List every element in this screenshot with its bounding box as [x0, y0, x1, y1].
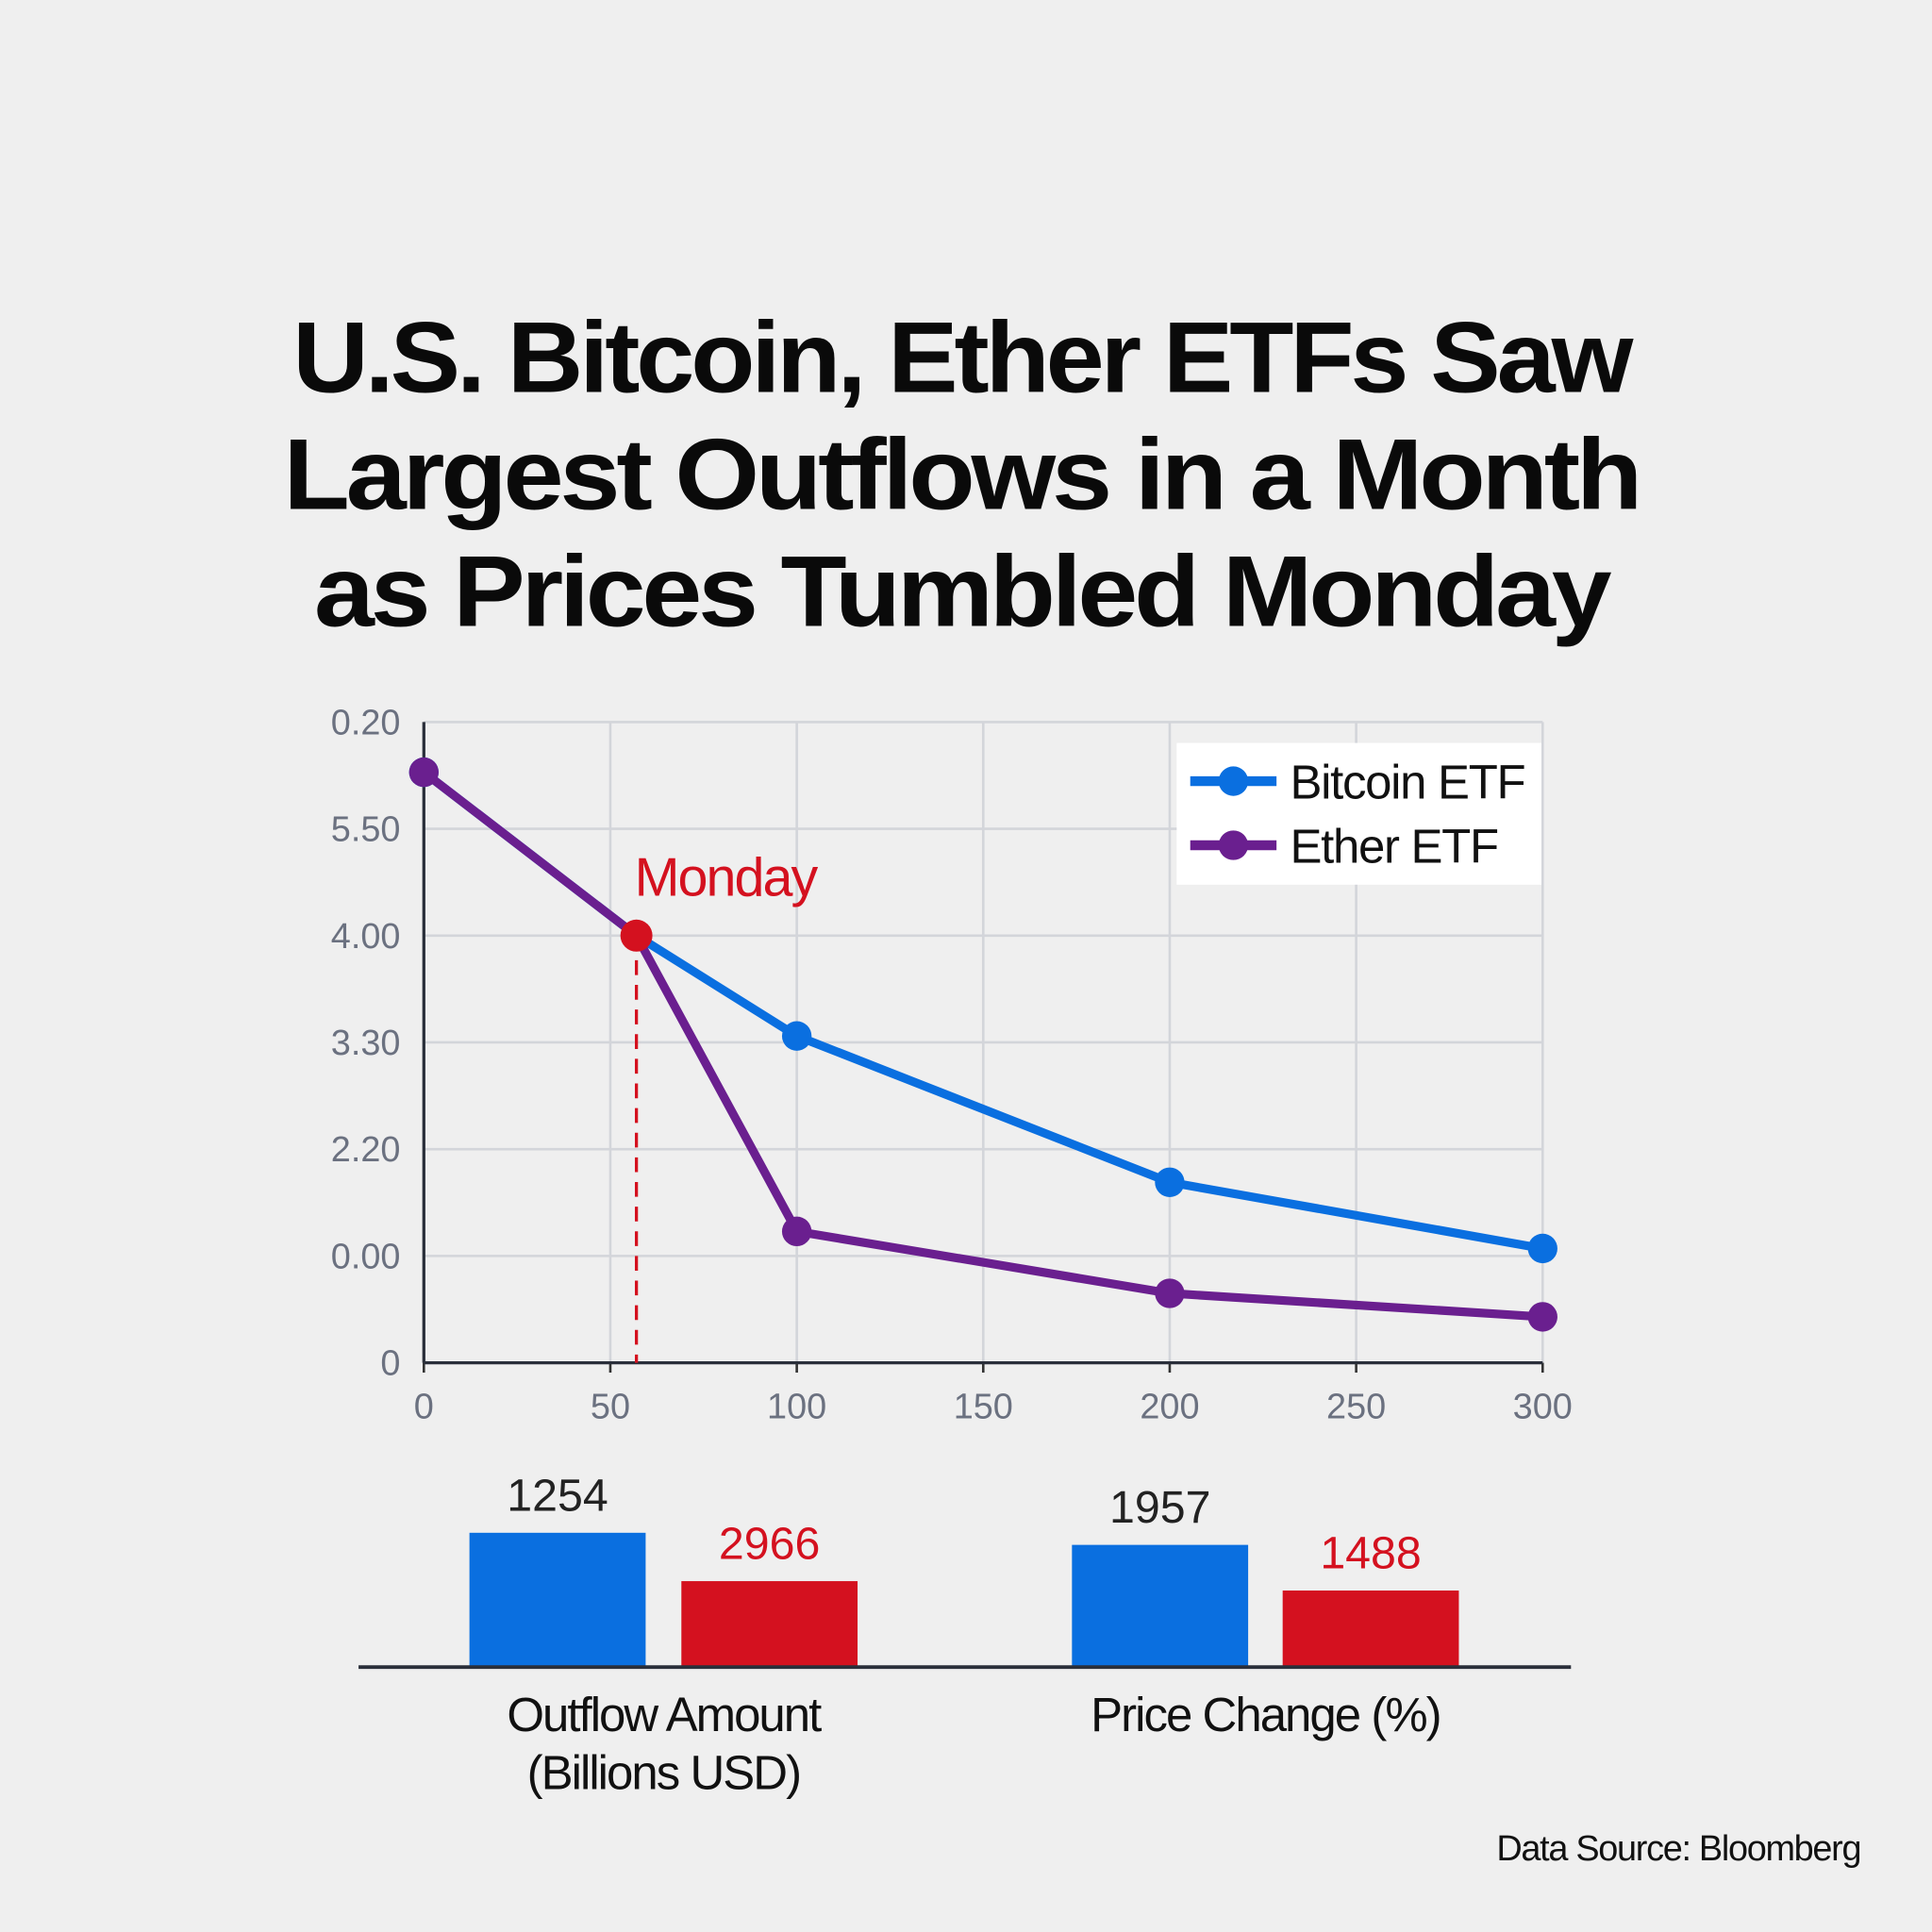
- bar-group-label: Outflow Amount: [507, 1688, 822, 1741]
- y-tick-label: 0.20: [331, 703, 401, 742]
- bar: [681, 1581, 858, 1668]
- bitcoin-data-point: [1155, 1167, 1185, 1197]
- bitcoin-data-point: [781, 1021, 812, 1051]
- x-tick-label: 100: [767, 1387, 826, 1426]
- bar-value-label: 2966: [719, 1519, 820, 1570]
- title-line-1: U.S. Bitcoin, Ether ETFs Saw: [292, 300, 1634, 413]
- monday-point: [620, 919, 653, 952]
- legend-swatch-dot: [1218, 766, 1249, 796]
- y-tick-label: 2.20: [331, 1130, 401, 1170]
- monday-annotation: Monday: [635, 848, 819, 908]
- bar-group-label: Price Change (%): [1091, 1688, 1441, 1741]
- y-tick-label: 3.30: [331, 1024, 401, 1063]
- bar: [1072, 1544, 1249, 1668]
- title-line-3: as Prices Tumbled Monday: [314, 535, 1611, 648]
- data-source: Data Source: Bloomberg: [1496, 1829, 1860, 1869]
- bitcoin-data-point: [1527, 1233, 1557, 1264]
- line-chart: 0 50 100 150 200 250 300 0 0.00 2.20 3.30 4.00 5.50 0…: [331, 703, 1573, 1426]
- legend-label: Bitcoin ETF: [1291, 755, 1525, 808]
- y-tick-label: 4.00: [331, 917, 401, 957]
- title-line-2: Largest Outflows in a Month: [283, 417, 1639, 530]
- ether-data-point: [408, 757, 439, 788]
- y-tick-label: 0: [380, 1344, 400, 1384]
- x-tick-label: 50: [591, 1387, 630, 1426]
- y-tick-label: 5.50: [331, 810, 401, 850]
- x-tick-label: 200: [1140, 1387, 1199, 1426]
- ether-data-point: [1155, 1278, 1185, 1308]
- bar-value-label: 1254: [507, 1470, 608, 1521]
- bar-value-label: 1488: [1320, 1528, 1421, 1579]
- bar: [469, 1532, 646, 1668]
- y-tick-label: 0.00: [331, 1237, 401, 1276]
- x-tick-label: 150: [954, 1387, 1013, 1426]
- legend-box: [1176, 742, 1541, 885]
- x-tick-label: 300: [1513, 1387, 1573, 1426]
- x-tick-label: 0: [414, 1387, 434, 1426]
- bar: [1282, 1591, 1459, 1668]
- bar-group-label: (Billions USD): [527, 1745, 800, 1799]
- legend-swatch-dot: [1218, 830, 1249, 860]
- bar-chart: 1254 2966 Outflow Amount(Billions USD) 1957…: [358, 1470, 1572, 1799]
- ether-data-point: [781, 1216, 812, 1247]
- ether-data-point: [1527, 1302, 1557, 1332]
- x-tick-label: 250: [1326, 1387, 1386, 1426]
- legend-label: Ether ETF: [1291, 819, 1498, 873]
- legend: Bitcoin ETF Ether ETF: [1176, 742, 1541, 885]
- bar-value-label: 1957: [1109, 1482, 1210, 1533]
